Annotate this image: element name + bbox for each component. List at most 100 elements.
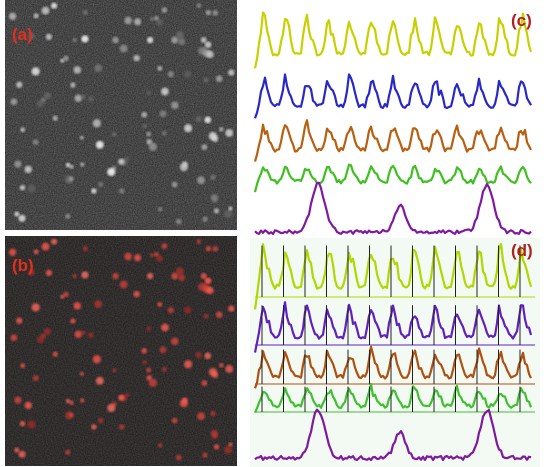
cell: [212, 245, 219, 252]
cell: [228, 69, 235, 76]
cell: [148, 142, 158, 151]
cell: [125, 156, 130, 161]
cell: [81, 330, 86, 336]
cell: [161, 323, 169, 332]
cell: [134, 18, 142, 26]
cell: [79, 398, 85, 403]
cell: [50, 2, 58, 9]
cell: [119, 280, 128, 289]
cell: [82, 9, 88, 16]
cell: [112, 36, 119, 44]
cell: [69, 164, 74, 169]
cell: [142, 123, 147, 129]
cell: [146, 36, 154, 44]
cell: [125, 392, 130, 397]
cell: [141, 111, 148, 118]
cell: [146, 90, 152, 96]
cell: [146, 326, 152, 332]
cell: [94, 64, 103, 73]
cell: [154, 15, 159, 21]
cell: [92, 355, 101, 364]
cell: [33, 13, 39, 19]
cell: [36, 336, 45, 344]
cell: [171, 417, 178, 424]
cell: [82, 245, 88, 252]
cell: [206, 50, 214, 59]
trace: [253, 11, 533, 69]
cell: [60, 294, 65, 299]
cell: [91, 424, 97, 430]
cell: [202, 283, 207, 288]
cell: [175, 218, 182, 225]
traces: [253, 11, 535, 462]
cell: [33, 249, 39, 255]
cell: [203, 313, 209, 319]
panel-label: (c): [511, 11, 532, 30]
cell: [45, 269, 53, 277]
trace: [253, 119, 532, 162]
trace: [253, 301, 533, 353]
cell: [161, 7, 168, 13]
cell: [146, 272, 154, 280]
cell: [79, 371, 84, 376]
cell: [65, 449, 71, 455]
cell: [8, 248, 17, 256]
cell: [175, 454, 182, 461]
cell: [14, 160, 22, 168]
cell: [202, 452, 208, 458]
cell: [201, 144, 208, 150]
cell: [184, 70, 192, 78]
cell: [205, 277, 212, 284]
cell: [133, 54, 140, 62]
cell: [43, 328, 51, 336]
cell: [146, 367, 152, 373]
cell: [225, 129, 234, 137]
cell: [72, 37, 77, 43]
cell: [184, 306, 192, 314]
cell: [41, 242, 50, 251]
cell: [60, 58, 65, 63]
cell: [81, 94, 86, 100]
cell: [31, 303, 40, 312]
cell: [195, 351, 202, 359]
cell: [228, 206, 233, 211]
cell: [107, 167, 116, 177]
cell: [133, 290, 140, 298]
cell: [141, 347, 148, 354]
cell: [95, 140, 104, 149]
cell: [210, 410, 216, 417]
cell: [224, 445, 233, 454]
cell: [79, 135, 84, 140]
panel-label: (d): [511, 241, 533, 260]
cell: [8, 12, 17, 20]
cell: [208, 131, 217, 141]
cell: [154, 251, 159, 257]
cell: [81, 35, 89, 43]
cell: [88, 332, 94, 339]
cell: [171, 36, 179, 44]
cell: [118, 394, 125, 401]
cell: [95, 376, 104, 385]
cell: [146, 139, 153, 145]
cell: [159, 110, 167, 118]
cell: [92, 119, 101, 128]
cell: [74, 94, 83, 103]
cell: [65, 398, 71, 404]
cell: [73, 302, 82, 310]
cell: [206, 286, 214, 295]
cell: [200, 273, 207, 280]
cell: [219, 126, 224, 132]
cell: [205, 9, 212, 16]
cell: [171, 101, 179, 110]
cell: [155, 254, 163, 262]
cell: [63, 291, 69, 298]
cell: [171, 181, 178, 188]
cell: [112, 132, 117, 137]
cell: [69, 176, 74, 182]
cell: [157, 207, 163, 212]
cell: [142, 359, 147, 365]
cell: [41, 6, 50, 15]
cell: [204, 352, 212, 360]
cell: [210, 430, 218, 438]
cell: [184, 124, 193, 133]
